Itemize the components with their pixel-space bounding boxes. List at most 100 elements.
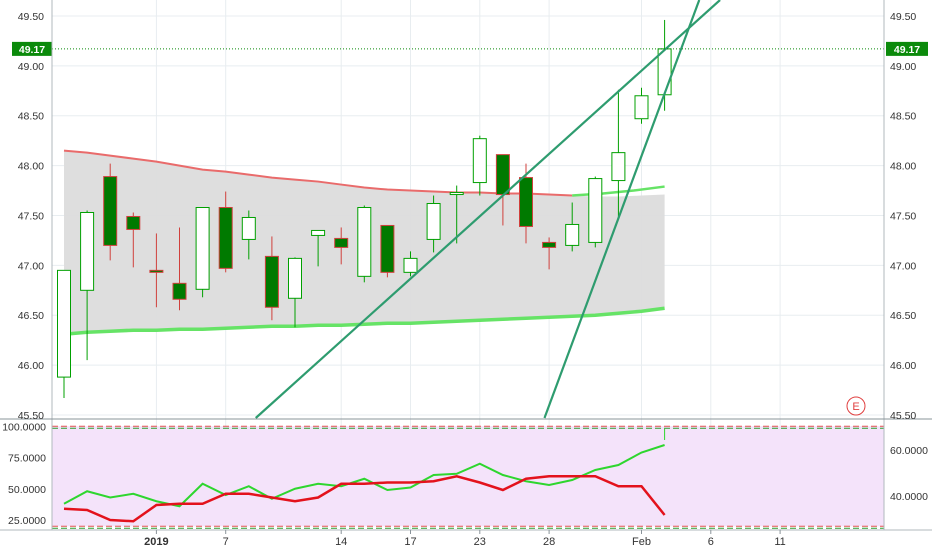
price-tick-label-left: 48.00 xyxy=(18,161,44,173)
candle[interactable] xyxy=(449,185,464,244)
time-tick-label: Feb xyxy=(632,536,651,548)
price-tick-label-right: 49.50 xyxy=(890,11,916,23)
price-tick-label-left: 47.00 xyxy=(18,260,44,272)
candle-body xyxy=(380,224,395,273)
candle[interactable] xyxy=(472,135,487,196)
time-tick-label: 17 xyxy=(404,536,416,548)
oscillator-left-tick-label: 25.0000 xyxy=(8,515,46,527)
candle-body xyxy=(519,177,533,227)
candle[interactable] xyxy=(426,195,441,253)
price-tick-label-left: 46.00 xyxy=(18,360,44,372)
candle-body xyxy=(126,215,141,230)
candle[interactable] xyxy=(519,163,533,244)
candle-body xyxy=(565,223,580,246)
time-tick-label: 6 xyxy=(708,536,714,548)
candle[interactable] xyxy=(172,227,187,311)
candle[interactable] xyxy=(657,19,672,111)
oscillator-zone xyxy=(52,426,884,527)
candle[interactable] xyxy=(334,227,349,265)
candle-body xyxy=(311,229,326,236)
candle-body xyxy=(588,178,603,243)
event-marker-circle[interactable] xyxy=(846,396,866,416)
candle[interactable] xyxy=(588,176,603,248)
oscillator-fast-line xyxy=(63,444,665,508)
oscillator-right-tick-label: 60.0000 xyxy=(890,445,928,457)
candle-body xyxy=(657,48,672,96)
last-price-label-left: 49.17 xyxy=(19,44,45,56)
candle[interactable] xyxy=(80,210,95,361)
trendline[interactable] xyxy=(254,0,721,419)
candle-body xyxy=(149,269,164,273)
candle[interactable] xyxy=(357,205,372,283)
price-tick-label-right: 48.00 xyxy=(890,161,916,173)
axes: 45.50 45.50 46.00 46.00 46.50 46.50 47.00 47.00… xyxy=(0,0,932,531)
band-upper-line xyxy=(63,149,573,197)
candle-body xyxy=(426,203,441,240)
price-tick-label-right: 47.00 xyxy=(890,260,916,272)
time-tick-label: 2019 xyxy=(144,536,168,548)
last-price-badge-right xyxy=(886,41,928,56)
candle[interactable] xyxy=(380,224,395,278)
candles xyxy=(57,19,672,399)
candle[interactable] xyxy=(149,233,164,308)
event-marker-label: E xyxy=(852,401,859,413)
time-tick-label: 11 xyxy=(774,536,785,548)
candle[interactable] xyxy=(634,87,649,124)
price-tick-label-left: 45.50 xyxy=(18,410,44,422)
candle-body xyxy=(495,154,510,196)
event-marker: E xyxy=(846,396,866,416)
candle[interactable] xyxy=(288,257,302,328)
candle-body xyxy=(472,138,487,184)
candle[interactable] xyxy=(565,202,580,252)
candle[interactable] xyxy=(57,269,71,399)
candle[interactable] xyxy=(403,251,418,277)
candle-body xyxy=(357,207,372,277)
time-tick-label: 14 xyxy=(335,536,347,548)
oscillator-left-tick-label: 75.0000 xyxy=(8,453,46,465)
candle-body xyxy=(611,152,626,182)
candle-body xyxy=(542,241,557,248)
candle[interactable] xyxy=(103,163,118,261)
trendline[interactable] xyxy=(543,0,701,419)
candle-body xyxy=(218,207,233,269)
candle[interactable] xyxy=(218,191,233,273)
last-price-badge-left xyxy=(12,41,52,56)
candle-body xyxy=(264,255,279,308)
price-tick-label-right: 49.00 xyxy=(890,61,916,73)
price-tick-label-left: 49.00 xyxy=(18,61,44,73)
price-tick-label-left: 49.50 xyxy=(18,11,44,23)
candle[interactable] xyxy=(264,236,279,321)
candle[interactable] xyxy=(611,89,626,218)
oscillator-slow-line xyxy=(63,474,666,523)
candle[interactable] xyxy=(311,229,326,267)
candle-body xyxy=(449,192,464,196)
candle[interactable] xyxy=(195,207,210,298)
candle-body xyxy=(634,95,649,120)
price-tick-label-right: 46.50 xyxy=(890,310,916,322)
time-tick-label: 28 xyxy=(543,536,555,548)
trendlines xyxy=(254,0,721,419)
candle-body xyxy=(195,207,210,290)
price-tick-label-right: 46.00 xyxy=(890,360,916,372)
candle[interactable] xyxy=(542,237,557,270)
time-tick-label: 23 xyxy=(474,536,486,548)
oscillator-pane: 25.0000 50.0000 75.0000 100.0000 40.0000 60.0… xyxy=(2,421,928,529)
price-tick-label-left: 48.50 xyxy=(18,111,44,123)
candle-body xyxy=(172,282,187,300)
last-price-line: 49.17 49.17 xyxy=(12,41,928,56)
price-tick-label-left: 47.50 xyxy=(18,210,44,222)
oscillator-left-tick-label: 50.0000 xyxy=(8,484,46,496)
candle[interactable] xyxy=(126,212,141,268)
candle[interactable] xyxy=(241,210,256,260)
oscillator-right-tick-label: 40.0000 xyxy=(890,491,928,503)
candle-body xyxy=(103,176,118,246)
candle-body xyxy=(288,257,302,299)
candle[interactable] xyxy=(495,154,510,226)
oscillator-left-tick-label: 100.0000 xyxy=(2,421,46,433)
price-tick-label-right: 47.50 xyxy=(890,210,916,222)
candle-body xyxy=(334,237,349,248)
time-axis: 2019 7 14 17 23 28 Feb 6 11 xyxy=(144,530,786,548)
price-tick-label-right: 45.50 xyxy=(890,410,916,422)
